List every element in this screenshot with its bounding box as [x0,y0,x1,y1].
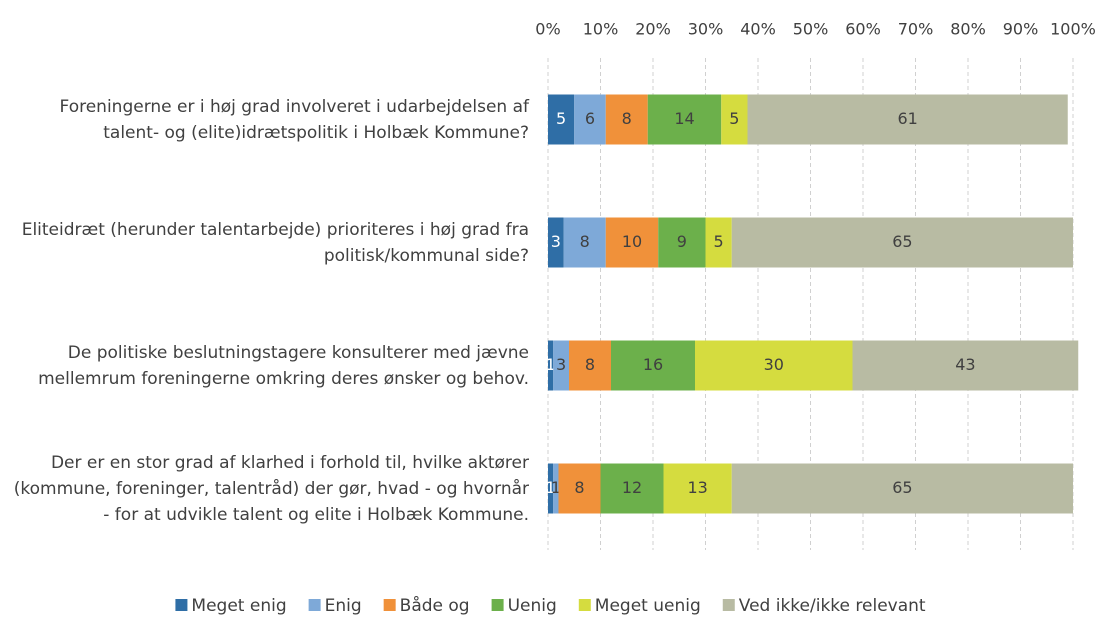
bar-segment [600,463,664,514]
bar-segment [553,463,559,514]
category-label: De politiske beslutningstagere konsulter… [38,342,529,389]
data-label: 5 [714,232,724,251]
bar-segment [658,217,706,268]
data-label: 12 [622,478,642,497]
bar-segment [605,217,659,268]
bar-segment [569,340,611,391]
legend-label: Enig [325,596,362,616]
category-label: Der er en stor grad af klarhed i forhold… [13,452,529,525]
legend-label: Uenig [508,596,557,616]
data-label: 8 [585,355,595,374]
bar-segment [747,94,1068,145]
bar-segment [647,94,722,145]
data-label: 43 [955,355,975,374]
data-label: 3 [551,232,561,251]
bar-segment [705,217,732,268]
data-label: 14 [674,109,694,128]
bar-segment [731,217,1073,268]
data-label: 8 [622,109,632,128]
bar-segment [574,94,606,145]
data-label: 16 [643,355,663,374]
legend-swatch [308,599,321,611]
bar-segment [548,340,554,391]
bar-segment [563,217,606,268]
legend-label: Ved ikke/ikke relevant [739,596,926,616]
data-label: 3 [556,355,566,374]
data-label: 65 [892,232,912,251]
bar-segment [548,217,564,268]
x-tick-label: 40% [740,20,776,39]
data-label: 30 [764,355,784,374]
x-tick-label: 0% [535,20,560,39]
legend-swatch [722,599,735,611]
x-tick-label: 100% [1050,20,1096,39]
data-label: 61 [897,109,917,128]
data-label: 1 [546,355,556,374]
data-label: 65 [892,478,912,497]
legend-swatch [491,599,504,611]
x-tick-label: 50% [793,20,829,39]
data-label: 1 [546,478,556,497]
data-label: 1 [551,478,561,497]
legend-swatch [578,599,591,611]
data-label: 10 [622,232,642,251]
legend-label: Både og [400,595,470,616]
bar-segment [611,340,695,391]
bar-segment [852,340,1079,391]
x-tick-label: 60% [845,20,881,39]
bar-segment [558,463,601,514]
legend-label: Meget enig [191,596,286,616]
x-tick-label: 80% [950,20,986,39]
data-label: 5 [556,109,566,128]
legend-label: Meget uenig [595,596,701,616]
x-tick-label: 70% [898,20,934,39]
bar-segment [553,340,569,391]
bar-segment [548,94,575,145]
category-label: Foreningerne er i høj grad involveret i … [59,96,529,143]
data-label: 6 [585,109,595,128]
category-label: Eliteidræt (herunder talentarbejde) prio… [21,219,529,266]
bar-segment [663,463,732,514]
x-tick-label: 90% [1003,20,1039,39]
x-tick-label: 30% [688,20,724,39]
x-tick-label: 20% [635,20,671,39]
bar-segment [548,463,554,514]
data-label: 8 [574,478,584,497]
data-label: 8 [580,232,590,251]
data-label: 13 [687,478,707,497]
legend-swatch [175,599,188,611]
bar-segment [721,94,748,145]
bar-segment [695,340,853,391]
bar-segment [605,94,648,145]
legend-swatch [383,599,396,611]
x-tick-label: 10% [583,20,619,39]
data-label: 5 [729,109,739,128]
bar-segment [731,463,1073,514]
data-label: 9 [677,232,687,251]
